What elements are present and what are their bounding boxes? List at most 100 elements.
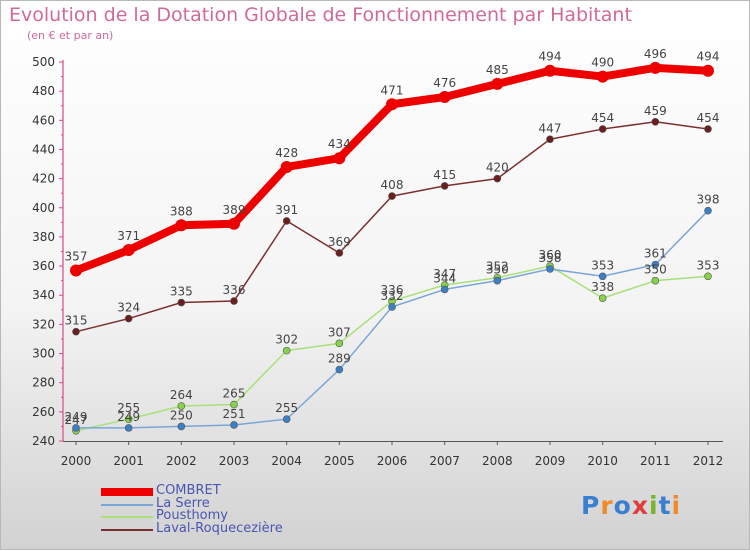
data-point: [704, 272, 712, 281]
y-tick-label: 240: [32, 434, 55, 448]
data-label: 344: [433, 271, 456, 285]
data-point: [230, 421, 238, 429]
data-point: [546, 135, 554, 144]
data-label: 347: [433, 267, 456, 281]
data-label: 398: [697, 193, 720, 207]
data-label: 324: [117, 301, 140, 315]
data-point: [230, 297, 238, 305]
data-label: 454: [697, 111, 720, 125]
data-point: [493, 276, 502, 285]
x-tick-label: 2000: [61, 454, 92, 468]
data-label: 476: [433, 76, 456, 90]
x-tick-label: 2003: [219, 454, 250, 468]
data-point: [124, 415, 133, 423]
data-label: 353: [697, 258, 720, 272]
y-tick-label: 280: [32, 376, 55, 390]
y-tick-label: 380: [32, 230, 55, 244]
x-tick-label: 2012: [693, 454, 724, 468]
x-tick-label: 2002: [166, 454, 197, 468]
data-label: 289: [328, 352, 351, 366]
data-point: [175, 219, 188, 232]
data-label: 496: [644, 47, 667, 61]
data-label: 459: [644, 104, 667, 118]
data-point: [598, 272, 607, 281]
data-label: 336: [223, 283, 246, 297]
y-tick-label: 440: [32, 142, 55, 156]
data-label: 447: [539, 121, 562, 135]
data-label: 360: [539, 248, 562, 262]
x-tick-label: 2005: [324, 454, 355, 468]
data-point: [282, 415, 291, 423]
legend-swatch: [101, 488, 153, 496]
data-point: [546, 265, 554, 273]
data-point: [440, 182, 449, 190]
data-label: 350: [486, 263, 509, 277]
x-tick-label: 2004: [271, 454, 302, 468]
data-label: 389: [223, 203, 246, 217]
data-point: [335, 339, 344, 348]
legend-label: La Serre: [156, 495, 210, 511]
data-point: [230, 400, 238, 409]
data-point: [282, 346, 291, 355]
data-label: 265: [223, 387, 246, 401]
data-point: [649, 61, 662, 74]
data-label: 490: [591, 56, 614, 70]
y-tick-label: 340: [32, 288, 55, 302]
data-label: 371: [117, 229, 140, 243]
data-label: 357: [65, 249, 88, 263]
data-label: 332: [381, 289, 404, 303]
data-label: 428: [275, 146, 298, 160]
data-label: 255: [275, 401, 298, 415]
data-label: 454: [591, 111, 614, 125]
data-label: 358: [539, 251, 562, 265]
logo-letter: i: [649, 491, 659, 520]
data-point: [704, 125, 712, 133]
x-tick-label: 2009: [535, 454, 566, 468]
data-label: 249: [65, 410, 88, 424]
y-tick-label: 360: [32, 259, 55, 273]
y-tick-label: 260: [32, 405, 55, 419]
data-point: [598, 125, 607, 133]
data-point: [70, 264, 82, 277]
data-label: 494: [539, 50, 562, 64]
data-point: [177, 298, 186, 307]
data-label: 415: [433, 168, 456, 182]
legend-swatch: [101, 503, 153, 506]
data-label: 408: [381, 178, 404, 192]
data-point: [704, 206, 712, 215]
data-label: 420: [486, 161, 509, 175]
data-label: 336: [381, 283, 404, 297]
data-point: [177, 422, 186, 431]
data-label: 315: [65, 314, 88, 328]
data-point: [386, 98, 398, 111]
data-point: [280, 160, 293, 173]
x-tick-label: 2007: [429, 454, 460, 468]
y-tick-label: 420: [32, 172, 55, 186]
data-point: [228, 217, 240, 230]
data-point: [124, 424, 133, 432]
data-label: 251: [223, 407, 246, 421]
proxiti-logo: Proxiti: [581, 491, 681, 520]
data-label: 369: [328, 235, 351, 249]
data-label: 353: [591, 258, 614, 272]
data-point: [438, 90, 451, 103]
data-point: [598, 294, 607, 302]
legend-swatch: [101, 516, 153, 518]
legend-label: Pousthomy: [156, 508, 228, 523]
chart-subtitle: (en € et par an): [27, 29, 114, 42]
data-point: [544, 64, 556, 77]
data-label: 264: [170, 388, 193, 402]
data-label: 307: [328, 325, 351, 339]
data-point: [335, 249, 344, 257]
data-point: [651, 117, 660, 126]
x-tick-label: 2011: [640, 454, 671, 468]
data-point: [596, 70, 609, 83]
legend-label: COMBRET: [156, 483, 221, 498]
data-label: 350: [644, 263, 667, 277]
y-tick-label: 500: [32, 55, 55, 69]
data-label: 494: [697, 50, 720, 64]
legend-swatch: [101, 528, 153, 531]
data-label: 250: [170, 408, 193, 422]
